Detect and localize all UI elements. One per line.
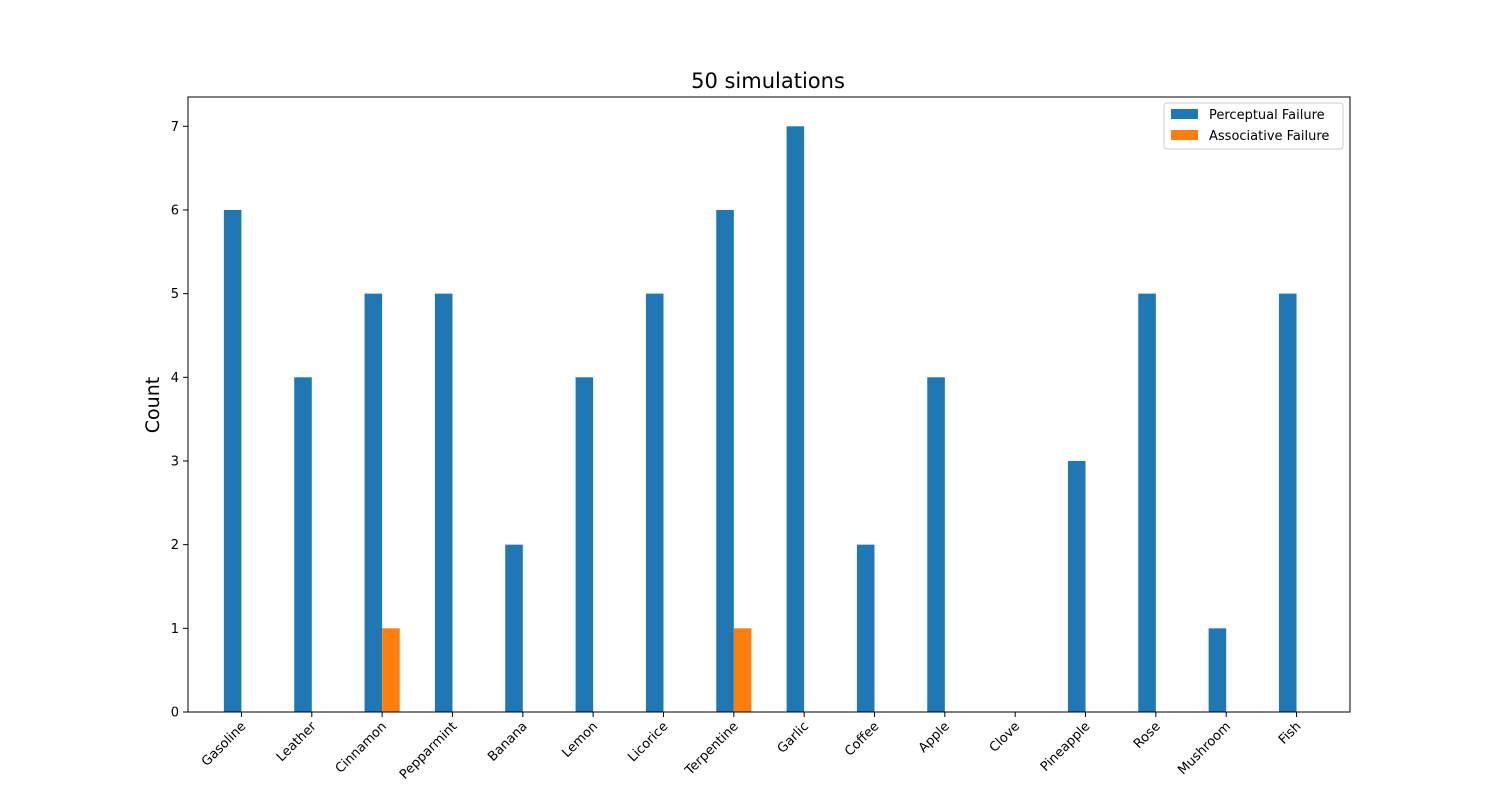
- legend-swatch: [1171, 109, 1198, 119]
- y-tick-label: 4: [171, 371, 179, 386]
- x-tick-label: Cinnamon: [333, 719, 390, 776]
- x-tick-label: Terpentine: [682, 719, 742, 779]
- x-tick-label: Lemon: [559, 719, 601, 761]
- y-tick-label: 3: [171, 454, 179, 469]
- y-tick-label: 6: [171, 203, 179, 218]
- bar-associative-terpentine: [733, 628, 752, 712]
- plot-frame: [187, 96, 1351, 713]
- x-tick-label: Garlic: [775, 719, 812, 756]
- x-tick-label: Pepparmint: [397, 719, 460, 782]
- bar-perceptual-rose: [1138, 293, 1156, 712]
- x-tick-label: Coffee: [842, 719, 882, 759]
- bar-perceptual-fish: [1278, 293, 1297, 712]
- bar-associative-cinnamon: [382, 628, 400, 712]
- bar-perceptual-lemon: [575, 377, 594, 712]
- x-tick-label: Mushroom: [1175, 719, 1234, 778]
- chart-title: 50 simulations: [691, 69, 845, 93]
- bars-layer: [223, 126, 1297, 713]
- bar-perceptual-banana: [505, 544, 523, 712]
- y-tick-label: 0: [171, 706, 179, 721]
- bar-perceptual-cinnamon: [364, 293, 383, 712]
- bar-perceptual-gasoline: [223, 209, 242, 712]
- x-tick-label: Clove: [987, 719, 1023, 755]
- legend: Perceptual Failure Associative Failure: [1163, 102, 1344, 150]
- axes-layer: 0 1 2 3 4 5 6 7 Gasoline Leather Cinnamon Pepparmin…: [171, 96, 1351, 783]
- y-tick-label: 7: [171, 120, 179, 135]
- x-tick-label: Licorice: [625, 719, 671, 765]
- x-tick-label: Pineapple: [1038, 719, 1093, 774]
- x-tick-label: Apple: [916, 719, 953, 756]
- y-tick-label: 5: [171, 287, 179, 302]
- bar-perceptual-pepparmint: [434, 293, 453, 712]
- x-tick-label: Rose: [1131, 719, 1164, 752]
- bar-perceptual-pineapple: [1067, 460, 1086, 712]
- bar-perceptual-apple: [927, 377, 945, 712]
- bar-perceptual-licorice: [645, 293, 664, 712]
- y-tick-label: 2: [171, 538, 179, 553]
- x-tick-label: Leather: [274, 719, 320, 765]
- legend-label: Associative Failure: [1209, 129, 1329, 144]
- bar-perceptual-coffee: [856, 544, 875, 712]
- legend-swatch: [1171, 130, 1198, 140]
- bar-perceptual-terpentine: [716, 209, 734, 712]
- x-tick-label: Banana: [485, 719, 530, 764]
- legend-box: [1163, 102, 1344, 150]
- bar-perceptual-garlic: [786, 126, 805, 713]
- legend-label: Perceptual Failure: [1209, 108, 1325, 123]
- y-tick-label: 1: [171, 622, 179, 637]
- x-tick-label: Gasoline: [199, 719, 249, 769]
- bar-perceptual-leather: [294, 377, 312, 712]
- bar-perceptual-mushroom: [1208, 628, 1227, 712]
- y-axis-label: Count: [142, 377, 164, 433]
- x-tick-label: Fish: [1276, 719, 1304, 747]
